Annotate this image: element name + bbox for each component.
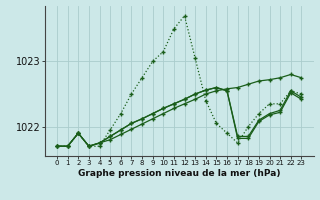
X-axis label: Graphe pression niveau de la mer (hPa): Graphe pression niveau de la mer (hPa) [78,169,280,178]
